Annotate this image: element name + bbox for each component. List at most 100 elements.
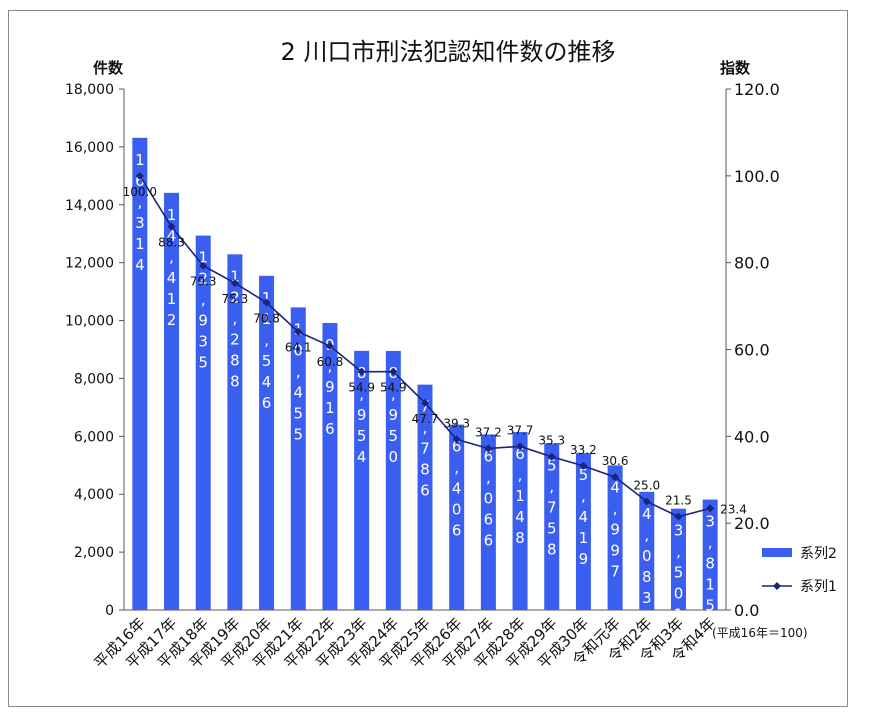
- bar-value-label: 4: [262, 373, 272, 391]
- bar: [449, 424, 465, 610]
- bar-value-label: 9: [579, 550, 589, 568]
- index-label: 60.8: [317, 355, 344, 369]
- bar-value-label: ,: [486, 468, 491, 486]
- bar-value-label: 0: [674, 585, 684, 603]
- bar-value-label: 6: [325, 420, 335, 438]
- axes: 02,0004,0006,0008,00010,00012,00014,0001…: [65, 80, 780, 672]
- index-label: 30.6: [602, 454, 629, 468]
- left-tick-label: 4,000: [74, 487, 114, 503]
- index-marker: [674, 512, 683, 521]
- index-marker: [199, 261, 208, 270]
- index-marker: [357, 367, 366, 376]
- index-label: 25.0: [633, 478, 660, 492]
- legend: 系列2 系列1: [762, 546, 837, 595]
- index-label: 79.3: [190, 275, 217, 289]
- index-label: 33.2: [570, 443, 597, 457]
- bar-value-label: 6: [452, 522, 462, 540]
- bar-value-label: 2: [167, 311, 177, 329]
- bar-value-label: 1: [705, 576, 715, 594]
- bar-value-label: 1: [167, 206, 177, 224]
- bar-value-label: ,: [391, 385, 396, 403]
- bar-value-label: 5: [579, 466, 589, 484]
- bar-value-label: 4: [579, 508, 589, 526]
- bar-value-label: 5: [547, 456, 557, 474]
- bar-value-label: 6: [262, 394, 272, 412]
- bar-value-label: 9: [325, 378, 335, 396]
- index-label: 47.7: [412, 412, 439, 426]
- bar: [544, 443, 560, 610]
- index-marker: [452, 435, 461, 444]
- left-tick-label: 14,000: [65, 198, 114, 214]
- bar-value-label: 8: [642, 568, 652, 586]
- index-label: 54.9: [380, 381, 407, 395]
- bar-value-label: ,: [549, 477, 554, 495]
- bar-value-label: 0: [452, 501, 462, 519]
- bar-value-label: 1: [262, 289, 272, 307]
- bar-value-label: 3: [674, 522, 684, 540]
- bar: [164, 192, 180, 610]
- bar-value-label: 5: [705, 597, 715, 615]
- bar: [417, 384, 433, 610]
- bar-value-label: ,: [676, 543, 681, 561]
- bar-value-label: ,: [169, 248, 174, 266]
- index-marker: [516, 442, 525, 451]
- bar-value-label: ,: [359, 385, 364, 403]
- index-marker: [262, 298, 271, 307]
- index-marker: [611, 473, 620, 482]
- bar-value-label: 2: [230, 330, 240, 348]
- bar-value-label: 8: [420, 461, 430, 479]
- index-label: 54.9: [348, 381, 375, 395]
- right-tick-label: 80.0: [734, 254, 770, 273]
- bar-value-label: 9: [357, 406, 367, 424]
- bar-value-label: 5: [198, 354, 208, 372]
- bar-value-label: 3: [198, 333, 208, 351]
- legend-swatch-marker: [773, 582, 781, 590]
- right-tick-label: 20.0: [734, 514, 770, 533]
- right-tick-label: 60.0: [734, 341, 770, 360]
- bar-value-label: ,: [328, 357, 333, 375]
- bar-value-label: ,: [264, 331, 269, 349]
- index-label: 35.3: [538, 434, 565, 448]
- bar-value-label: ,: [233, 309, 238, 327]
- legend-label-bar: 系列2: [800, 546, 837, 562]
- bar-value-label: 5: [674, 564, 684, 582]
- index-marker: [389, 367, 398, 376]
- bar-value-label: 1: [262, 310, 272, 328]
- legend-swatch-bar: [762, 548, 792, 557]
- left-tick-label: 0: [105, 603, 114, 619]
- index-base-note: (平成16年＝100): [712, 626, 808, 640]
- left-tick-label: 6,000: [74, 429, 114, 445]
- bar-value-label: 4: [167, 227, 177, 245]
- index-label: 37.7: [507, 423, 534, 437]
- bar-value-label: 6: [484, 447, 494, 465]
- index-marker: [547, 452, 556, 461]
- bar-value-label: 4: [452, 480, 462, 498]
- bar-value-label: 8: [547, 540, 557, 558]
- bar: [227, 254, 243, 610]
- index-label: 88.3: [158, 236, 185, 250]
- bar-value-label: 4: [610, 478, 620, 496]
- bar-value-label: 8: [230, 351, 240, 369]
- bar-value-label: 4: [293, 383, 303, 401]
- right-tick-label: 0.0: [734, 601, 759, 620]
- index-label: 100.0: [123, 185, 157, 199]
- bar-value-label: 5: [293, 425, 303, 443]
- index-marker: [135, 171, 144, 180]
- bar-value-label: 9: [610, 541, 620, 559]
- bar: [512, 432, 528, 610]
- bar-value-label: ,: [296, 362, 301, 380]
- bar-value-label: 2: [230, 288, 240, 306]
- bar-value-label: 6: [484, 531, 494, 549]
- bar-value-label: 4: [357, 448, 367, 466]
- bar-value-label: ,: [581, 487, 586, 505]
- index-marker: [294, 327, 303, 336]
- bar-value-label: ,: [137, 193, 142, 211]
- bar-value-label: 5: [357, 427, 367, 445]
- bar-value-label: 7: [420, 440, 430, 458]
- bar-value-label: 3: [135, 214, 145, 232]
- right-axis-unit: 指数: [720, 59, 751, 77]
- bar-value-label: 1: [325, 399, 335, 417]
- bar-value-label: ,: [644, 526, 649, 544]
- index-label: 64.1: [285, 341, 312, 355]
- bar-value-label: 6: [420, 482, 430, 500]
